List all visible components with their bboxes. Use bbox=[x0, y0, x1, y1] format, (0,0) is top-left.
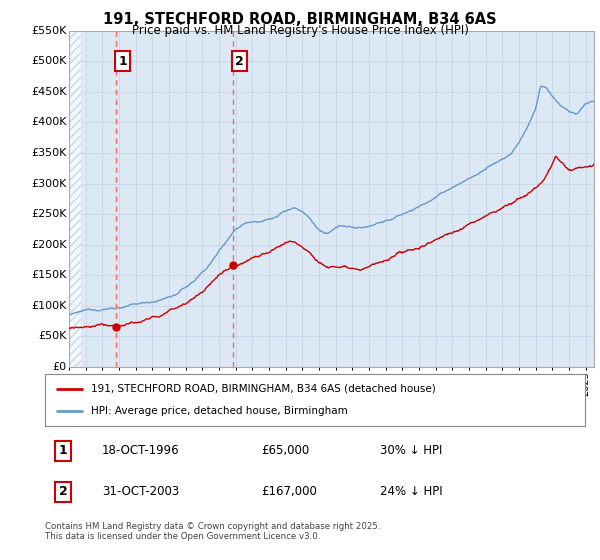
Text: £550K: £550K bbox=[31, 26, 67, 36]
Text: 191, STECHFORD ROAD, BIRMINGHAM, B34 6AS: 191, STECHFORD ROAD, BIRMINGHAM, B34 6AS bbox=[103, 12, 497, 27]
Text: £100K: £100K bbox=[31, 301, 67, 311]
Text: £50K: £50K bbox=[38, 332, 67, 341]
Text: £450K: £450K bbox=[31, 87, 67, 97]
Text: 1: 1 bbox=[59, 444, 67, 457]
Text: £150K: £150K bbox=[31, 270, 67, 280]
Text: £167,000: £167,000 bbox=[261, 485, 317, 498]
Text: £200K: £200K bbox=[31, 240, 67, 250]
Text: 2: 2 bbox=[59, 485, 67, 498]
Text: 31-OCT-2003: 31-OCT-2003 bbox=[101, 485, 179, 498]
Text: £0: £0 bbox=[52, 362, 67, 372]
Text: Price paid vs. HM Land Registry's House Price Index (HPI): Price paid vs. HM Land Registry's House … bbox=[131, 24, 469, 36]
Text: £500K: £500K bbox=[31, 57, 67, 66]
Text: 2: 2 bbox=[235, 54, 244, 68]
Text: 24% ↓ HPI: 24% ↓ HPI bbox=[380, 485, 442, 498]
Text: £400K: £400K bbox=[31, 118, 67, 128]
Text: 1: 1 bbox=[118, 54, 127, 68]
Text: Contains HM Land Registry data © Crown copyright and database right 2025.
This d: Contains HM Land Registry data © Crown c… bbox=[45, 522, 380, 542]
Text: £65,000: £65,000 bbox=[261, 444, 309, 457]
Text: HPI: Average price, detached house, Birmingham: HPI: Average price, detached house, Birm… bbox=[91, 406, 347, 416]
Text: 30% ↓ HPI: 30% ↓ HPI bbox=[380, 444, 442, 457]
Text: 191, STECHFORD ROAD, BIRMINGHAM, B34 6AS (detached house): 191, STECHFORD ROAD, BIRMINGHAM, B34 6AS… bbox=[91, 384, 436, 394]
Text: £350K: £350K bbox=[31, 148, 67, 158]
Text: £250K: £250K bbox=[31, 209, 67, 219]
Text: 18-OCT-1996: 18-OCT-1996 bbox=[101, 444, 179, 457]
Text: £300K: £300K bbox=[31, 179, 67, 189]
